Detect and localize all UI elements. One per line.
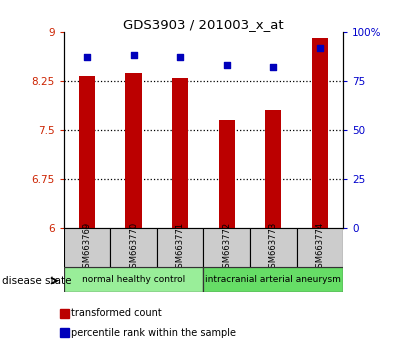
Bar [157, 228, 203, 267]
Text: normal healthy control: normal healthy control [82, 275, 185, 284]
Bar [203, 228, 250, 267]
Title: GDS3903 / 201003_x_at: GDS3903 / 201003_x_at [123, 18, 284, 31]
Bar [265, 110, 282, 228]
Bar [172, 78, 188, 228]
Text: disease state: disease state [2, 276, 72, 286]
Bar [79, 76, 95, 228]
Text: transformed count: transformed count [71, 308, 162, 318]
Bar [203, 267, 343, 292]
Point [316, 45, 323, 50]
Bar [64, 228, 110, 267]
Point [130, 53, 137, 58]
Bar [219, 120, 235, 228]
Text: GSM663771: GSM663771 [175, 222, 185, 273]
Text: GSM663773: GSM663773 [269, 222, 278, 273]
Text: percentile rank within the sample: percentile rank within the sample [71, 328, 236, 338]
Bar [125, 73, 142, 228]
Bar [60, 309, 69, 318]
Point [224, 62, 230, 68]
Bar [312, 38, 328, 228]
Text: GSM663774: GSM663774 [315, 222, 324, 273]
Text: GSM663769: GSM663769 [83, 222, 92, 273]
Point [270, 64, 277, 70]
Bar [250, 228, 297, 267]
Point [84, 55, 90, 60]
Bar [297, 228, 343, 267]
Text: GSM663772: GSM663772 [222, 222, 231, 273]
Point [177, 55, 183, 60]
Text: intracranial arterial aneurysm: intracranial arterial aneurysm [206, 275, 341, 284]
Bar [110, 228, 157, 267]
Bar [64, 267, 203, 292]
Bar [60, 328, 69, 337]
Text: GSM663770: GSM663770 [129, 222, 138, 273]
